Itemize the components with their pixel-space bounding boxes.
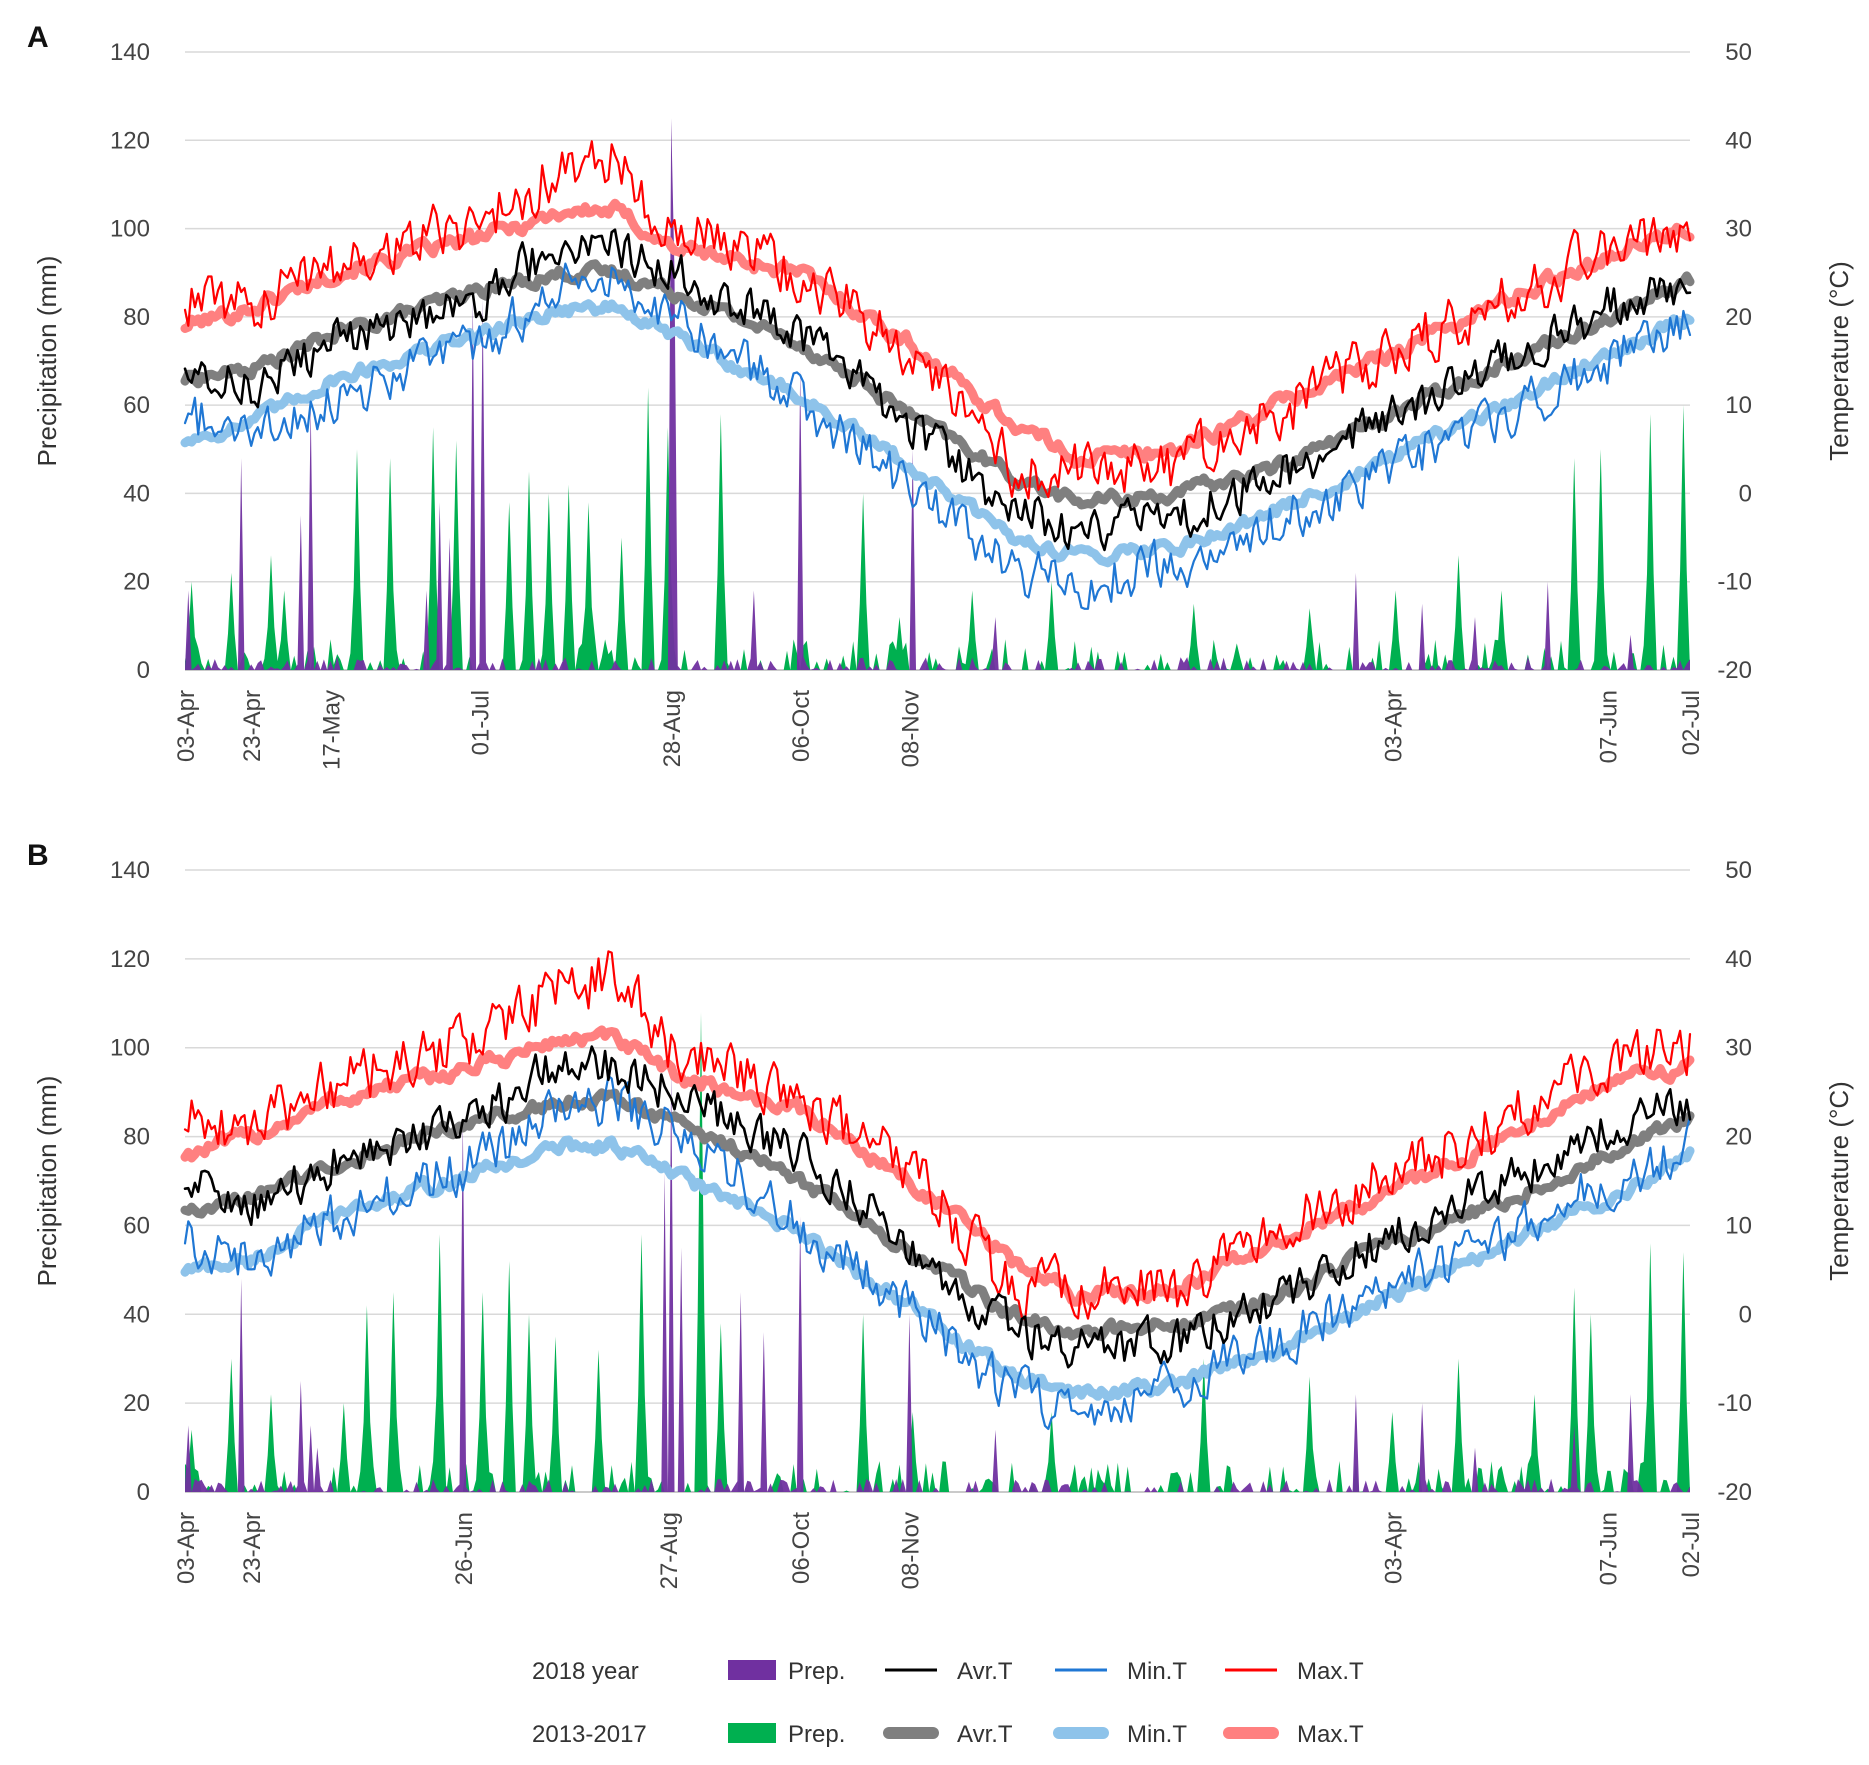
x-tick-label: 08-Nov — [897, 1512, 924, 1589]
y2-tick-label: 20 — [1725, 304, 1752, 331]
y2-tick-label: 50 — [1725, 857, 1752, 884]
y2-tick-label: 40 — [1725, 127, 1752, 154]
legend: 2018 year Prep. Avr.T Min.T Max.T 2013-2017 Pr… — [532, 1658, 1364, 1748]
legend-item-label: Avr.T — [957, 1721, 1013, 1748]
y2-tick-label: 10 — [1725, 392, 1752, 419]
legend-item-label: Min.T — [1127, 1721, 1187, 1748]
y-axis-title: Precipitation (mm) — [32, 256, 62, 467]
y2-tick-label: 20 — [1725, 1124, 1752, 1151]
x-tick-label: 27-Aug — [656, 1512, 683, 1589]
panel-label: B — [27, 839, 49, 872]
x-tick-label: 08-Nov — [897, 690, 924, 767]
legend-item-label: Avr.T — [957, 1658, 1013, 1685]
x-tick-label: 07-Jun — [1595, 690, 1622, 763]
y-tick-label: 0 — [137, 1479, 150, 1506]
y2-tick-label: -20 — [1717, 1479, 1752, 1506]
y2-tick-label: -10 — [1717, 569, 1752, 596]
legend-item-label: Prep. — [788, 1721, 845, 1748]
x-tick-label: 03-Apr — [1380, 1512, 1407, 1584]
legend-item-label: Prep. — [788, 1658, 845, 1685]
y-tick-label: 0 — [137, 657, 150, 684]
y2-axis-title: Temperature (°C) — [1824, 261, 1854, 461]
max-t-2013-2017-line — [180, 198, 1695, 469]
avr-t-2013-2017-line — [180, 1088, 1695, 1342]
y2-tick-label: 30 — [1725, 1035, 1752, 1062]
y-tick-label: 40 — [123, 1301, 150, 1328]
avr-t-2018-line — [183, 1045, 1692, 1369]
y-tick-label: 60 — [123, 392, 150, 419]
y-tick-label: 80 — [123, 304, 150, 331]
y-tick-label: 140 — [110, 857, 150, 884]
min-t-2018-line — [183, 1075, 1692, 1430]
y-tick-label: 60 — [123, 1212, 150, 1239]
max-t-2018-line — [183, 140, 1692, 500]
y2-tick-label: 30 — [1725, 216, 1752, 243]
legend-row-label: 2013-2017 — [532, 1721, 647, 1748]
y-tick-label: 20 — [123, 1390, 150, 1417]
y-tick-label: 100 — [110, 1035, 150, 1062]
y-tick-label: 100 — [110, 216, 150, 243]
x-tick-label: 06-Oct — [788, 690, 815, 762]
y2-tick-label: 40 — [1725, 946, 1752, 973]
x-tick-label: 03-Apr — [173, 690, 200, 762]
precip-2018-area — [185, 118, 1690, 670]
x-tick-label: 06-Oct — [788, 1512, 815, 1584]
legend-row-label: 2018 year — [532, 1658, 639, 1685]
x-tick-label: 23-Apr — [239, 690, 266, 762]
x-tick-label: 02-Jul — [1678, 1512, 1705, 1577]
legend-item-label: Max.T — [1297, 1721, 1364, 1748]
min-t-2013-2017-line — [180, 299, 1695, 568]
x-tick-label: 26-Jun — [451, 1512, 478, 1585]
x-tick-label: 03-Apr — [173, 1512, 200, 1584]
y2-tick-label: -20 — [1717, 657, 1752, 684]
y2-tick-label: 0 — [1739, 1301, 1752, 1328]
y2-tick-label: 50 — [1725, 39, 1752, 66]
min-t-2018-line — [183, 262, 1692, 610]
x-tick-label: 23-Apr — [239, 1512, 266, 1584]
y-tick-label: 140 — [110, 39, 150, 66]
y-tick-label: 120 — [110, 946, 150, 973]
y2-tick-label: 10 — [1725, 1212, 1752, 1239]
legend-item-label: Max.T — [1297, 1658, 1364, 1685]
x-tick-label: 28-Aug — [659, 690, 686, 767]
legend-swatch — [728, 1660, 776, 1680]
x-tick-label: 01-Jul — [467, 690, 494, 755]
y-tick-label: 20 — [123, 569, 150, 596]
panel-b: B 0 20 40 60 80 100 120 140 -20 -10 0 10 20 30 40 50 Prec… — [27, 839, 1854, 1589]
y-tick-label: 40 — [123, 480, 150, 507]
legend-swatch — [728, 1723, 776, 1743]
max-t-2018-line — [183, 950, 1692, 1321]
x-tick-label: 03-Apr — [1380, 690, 1407, 762]
x-tick-label: 17-May — [319, 690, 346, 770]
y-tick-label: 80 — [123, 1124, 150, 1151]
y2-tick-label: 0 — [1739, 480, 1752, 507]
y-axis-title: Precipitation (mm) — [32, 1076, 62, 1287]
y-tick-label: 120 — [110, 127, 150, 154]
avr-t-2018-line — [183, 228, 1692, 552]
y2-tick-label: -10 — [1717, 1390, 1752, 1417]
legend-item-label: Min.T — [1127, 1658, 1187, 1685]
panel-label: A — [27, 21, 49, 54]
x-tick-label: 07-Jun — [1595, 1512, 1622, 1585]
x-tick-label: 02-Jul — [1678, 690, 1705, 755]
y2-axis-title: Temperature (°C) — [1824, 1081, 1854, 1281]
panel-a: A 0 20 40 60 80 100 120 140 -20 -10 0 10 20 30 40 50 Prec… — [27, 21, 1854, 770]
